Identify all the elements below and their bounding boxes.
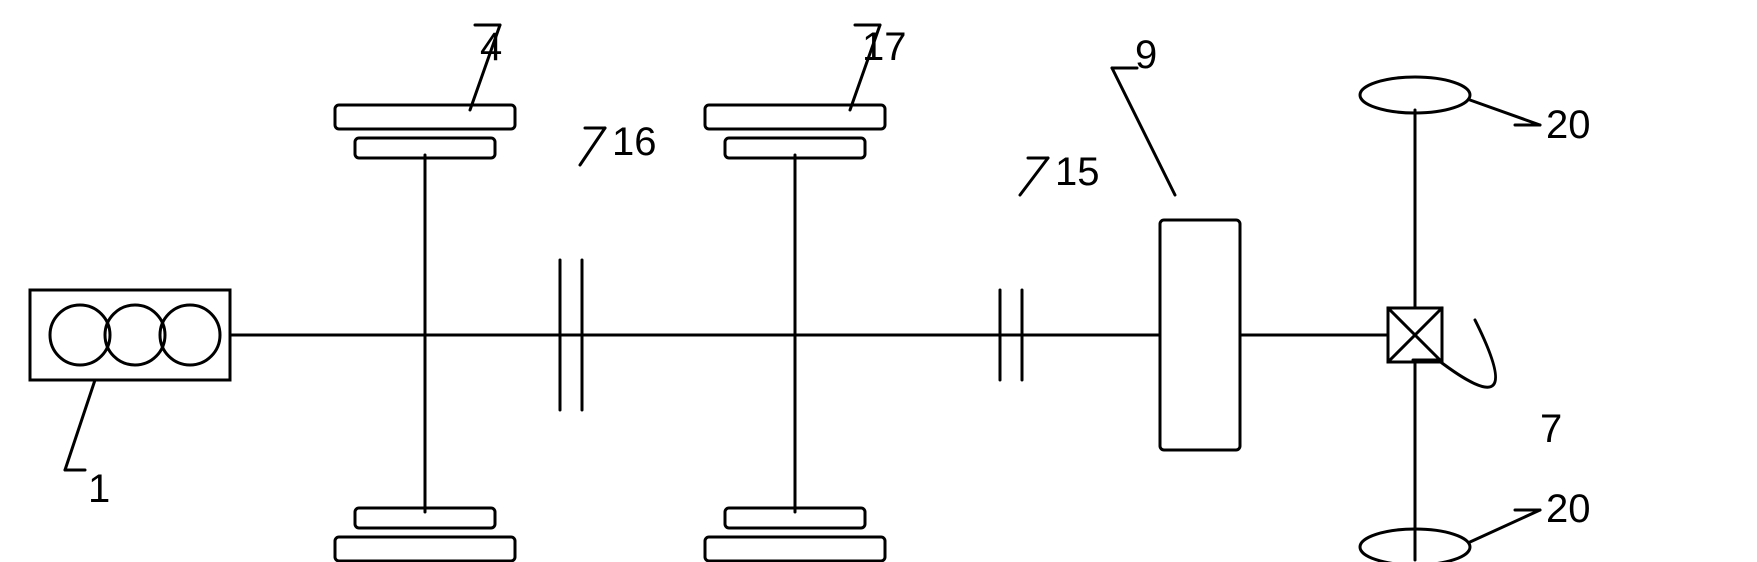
engine-cyl-1 — [105, 305, 165, 365]
motor1-stator-bot — [335, 537, 515, 561]
motor2-stator-top — [705, 105, 885, 129]
label-16: 16 — [612, 120, 657, 164]
wheel-top — [1360, 77, 1470, 113]
leader-7 — [1438, 320, 1496, 387]
label-9: 9 — [1135, 33, 1157, 77]
leader-15 — [1020, 158, 1048, 195]
label-4: 4 — [480, 25, 502, 69]
leader-20-top — [1470, 100, 1540, 125]
label-20: 20 — [1546, 103, 1591, 147]
leader-20-bot — [1470, 510, 1540, 542]
gearbox — [1160, 220, 1240, 450]
label-17: 17 — [862, 25, 907, 69]
label-1: 1 — [88, 467, 110, 511]
label-20: 20 — [1546, 487, 1591, 531]
engine-cyl-0 — [50, 305, 110, 365]
engine-cyl-2 — [160, 305, 220, 365]
leader-16 — [580, 128, 605, 165]
engine-block — [30, 290, 230, 380]
motor2-stator-bot — [705, 537, 885, 561]
leader-1 — [65, 380, 95, 470]
leader-9 — [1112, 68, 1175, 195]
label-7: 7 — [1540, 407, 1562, 451]
label-15: 15 — [1055, 150, 1100, 194]
motor1-stator-top — [335, 105, 515, 129]
